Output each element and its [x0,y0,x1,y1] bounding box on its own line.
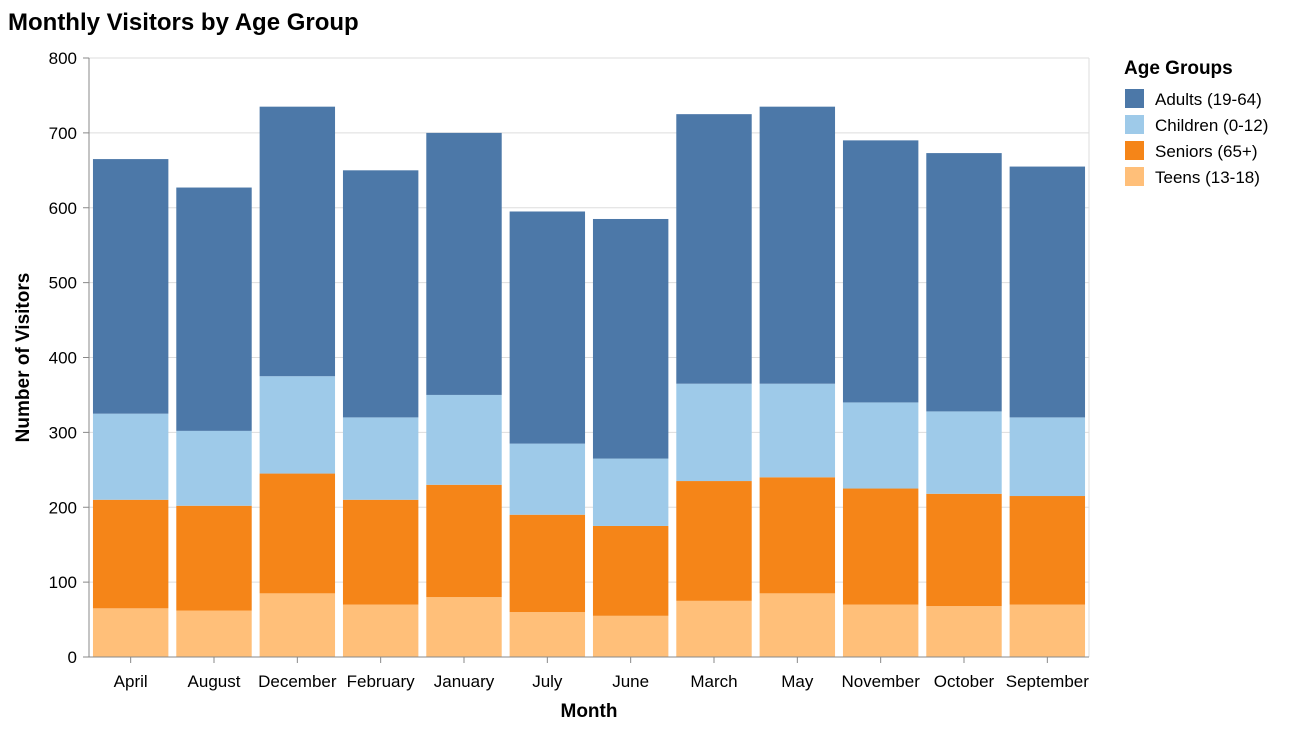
bar-segment [676,481,752,601]
x-tick-label: January [434,672,495,691]
x-tick-label: November [841,672,920,691]
bar-segment [759,383,836,478]
bar-segment [759,106,836,384]
x-tick-label: February [347,672,416,691]
bar-segment [509,211,586,444]
axes: 0 100 200 300 400 500 600 700 800 April August Dece… [49,49,1090,691]
y-tick-label: 0 [68,648,77,667]
bar-segment [92,608,169,657]
x-tick-label: August [188,672,241,691]
y-axis-title: Number of Visitors [13,273,34,443]
bar-segment [926,606,1002,657]
bar-segment [926,411,1002,494]
bar-segment [926,493,1002,607]
legend-label: Children (0-12) [1155,116,1268,135]
x-tick-label: October [934,672,995,691]
bar-segment [676,600,752,657]
bar-segment [759,477,836,594]
bar-segment [176,187,252,431]
x-tick-label: September [1006,672,1089,691]
legend-swatch [1125,141,1144,160]
bar-segment [1009,417,1086,497]
y-tick-label: 800 [49,49,77,68]
bar-segment [509,612,586,657]
bar-segment [92,413,169,500]
legend: Age Groups Adults (19-64) Children (0-12)… [1124,58,1268,187]
legend-item: Children (0-12) [1125,115,1268,135]
legend-label: Adults (19-64) [1155,90,1262,109]
bar-segment [676,383,752,482]
bar-segment [509,514,586,613]
y-tick-label: 100 [49,573,77,592]
bar-segment [592,615,669,657]
legend-swatch [1125,167,1144,186]
bar-segment [342,499,419,605]
bar-segment [92,159,169,414]
x-tick-label: March [690,672,737,691]
bar-segment [426,597,502,657]
bar-segment [176,505,252,611]
legend-item: Adults (19-64) [1125,89,1262,109]
x-tick-label: June [612,672,649,691]
bar-segment [1009,166,1086,418]
bars [92,106,1086,657]
bar-segment [926,153,1002,412]
y-tick-label: 700 [49,124,77,143]
bar-segment [92,499,169,609]
bar-segment [342,604,419,657]
bar-segment [1009,604,1086,657]
x-tick-label: December [258,672,337,691]
bar-segment [259,106,336,377]
bar-segment [509,443,586,515]
bar-segment [176,430,252,506]
bar-segment [842,140,919,403]
bar-segment [342,170,419,418]
bar-segment [426,394,502,485]
y-tick-label: 500 [49,274,77,293]
bar-segment [592,218,669,459]
bar-segment [176,610,252,657]
bar-segment [592,458,669,526]
bar-segment [842,402,919,489]
legend-item: Seniors (65+) [1125,141,1258,161]
bar-segment [759,593,836,657]
legend-label: Teens (13-18) [1155,168,1260,187]
legend-item: Teens (13-18) [1125,167,1260,187]
bar-segment [592,525,669,616]
y-tick-label: 400 [49,349,77,368]
y-tick-label: 300 [49,423,77,442]
legend-label: Seniors (65+) [1155,142,1258,161]
x-tick-label: July [532,672,563,691]
bar-segment [426,484,502,598]
x-axis-title: Month [561,701,618,722]
grid [89,57,1090,658]
bar-segment [259,376,336,474]
bar-segment [842,488,919,605]
bar-segment [842,604,919,657]
legend-swatch [1125,115,1144,134]
y-tick-label: 600 [49,199,77,218]
x-tick-label: May [781,672,814,691]
bar-segment [259,473,336,594]
bar-segment [1009,496,1086,605]
legend-swatch [1125,89,1144,108]
y-tick-label: 200 [49,498,77,517]
chart-title: Monthly Visitors by Age Group [8,9,359,36]
bar-segment [342,417,419,500]
x-tick-label: April [114,672,148,691]
bar-segment [426,132,502,395]
bar-segment [676,114,752,384]
legend-title: Age Groups [1124,58,1233,79]
bar-segment [259,593,336,657]
